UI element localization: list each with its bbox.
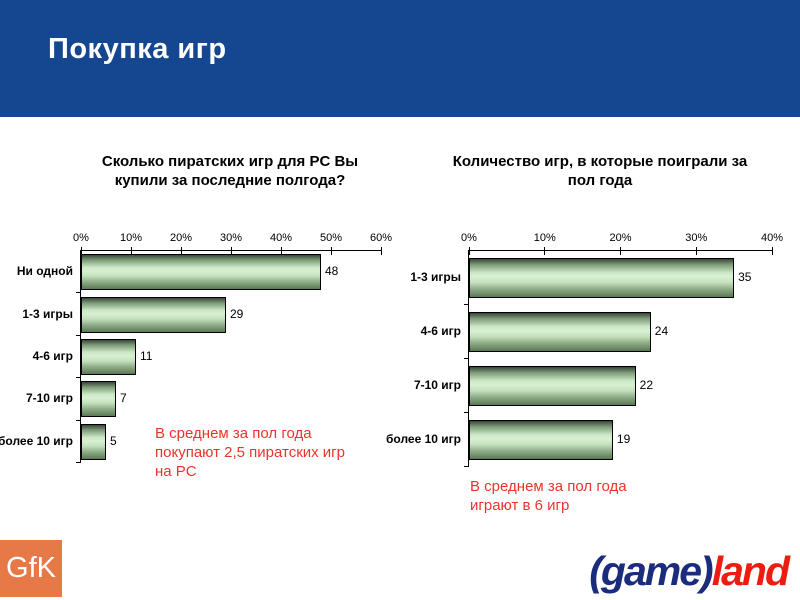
bar (81, 423, 106, 460)
bar (81, 381, 116, 418)
x-axis-tick-label: 0% (461, 232, 477, 244)
gfk-logo-text: GfK (6, 552, 56, 584)
x-axis-tick-mark (380, 247, 382, 255)
y-axis-tick-mark (76, 377, 81, 379)
bar (469, 366, 636, 406)
x-axis-tick-label: 10% (119, 232, 143, 244)
x-axis-tick-label: 50% (319, 232, 343, 244)
value-label: 22 (639, 378, 653, 392)
gameland-land-text: land (711, 548, 790, 594)
gfk-logo: GfK (0, 540, 62, 597)
bar-chart-pirated-games-bought: 0% 10% 20% 30% 40% 50% 60% Ни одной 48 1-3 игры 29… (0, 232, 392, 463)
y-axis-tick-mark (76, 462, 81, 463)
x-axis-tick-label: 20% (169, 232, 193, 244)
x-axis-tick-mark (771, 247, 773, 255)
header-bar: Покупка игр (0, 0, 800, 117)
x-axis-tick-label: 0% (73, 232, 89, 244)
value-label: 24 (654, 324, 669, 338)
y-axis-tick-mark (464, 304, 469, 305)
bar (469, 420, 613, 460)
x-axis-tick-mark (180, 247, 182, 255)
x-axis-tick-mark (80, 247, 82, 255)
gameland-logo: (game)land (589, 548, 790, 595)
category-label: 1-3 игры (410, 270, 461, 284)
x-axis-tick-mark (230, 247, 232, 255)
y-axis-tick-mark (464, 466, 469, 467)
x-axis-tick-mark (468, 247, 470, 255)
bar (81, 254, 321, 291)
category-label: 7-10 игр (25, 391, 73, 406)
annotation-average-bought: В среднем за пол года покупают 2,5 пиратс… (155, 425, 345, 480)
x-axis-tick-label: 60% (369, 232, 393, 244)
x-axis-tick-label: 10% (533, 232, 556, 244)
x-axis-tick-label: 30% (685, 232, 708, 244)
category-label: Ни одной (16, 264, 73, 279)
value-label: 29 (230, 306, 244, 321)
annotation-average-played: В среднем за пол года играют в 6 игр (470, 478, 627, 514)
value-label: 48 (325, 264, 339, 279)
category-label: более 10 игр (0, 433, 73, 448)
y-axis-tick-mark (464, 358, 469, 359)
y-axis-tick-mark (76, 419, 81, 421)
x-axis-tick-label: 20% (609, 232, 632, 244)
x-axis-tick-mark (695, 247, 697, 255)
bar (81, 339, 136, 375)
y-axis-tick-mark (76, 334, 81, 336)
chart-title-left: Сколько пиратских игр для PC Вы купили за… (101, 153, 359, 189)
category-label: 4-6 игр (420, 324, 461, 338)
bar (469, 258, 735, 298)
category-label: 7-10 игр (413, 378, 461, 392)
value-label: 5 (110, 433, 117, 448)
category-label: более 10 игр (386, 432, 461, 446)
value-label: 11 (140, 349, 153, 363)
value-label: 19 (616, 432, 631, 446)
value-label: 35 (738, 270, 752, 284)
category-label: 1-3 игры (22, 306, 73, 321)
x-axis-tick-mark (330, 247, 332, 255)
y-axis-tick-mark (76, 292, 81, 294)
bar-chart-games-played: 0% 10% 20% 30% 40% 1-3 игры 35 4-6 игр 24 7-10 иг… (386, 232, 783, 467)
value-label: 7 (120, 391, 127, 406)
slide-title: Покупка игр (48, 33, 227, 65)
x-axis-tick-mark (620, 247, 621, 255)
x-axis-tick-label: 40% (760, 232, 784, 244)
category-label: 4-6 игр (32, 349, 73, 363)
x-axis-tick-label: 40% (269, 232, 293, 244)
x-axis-tick-label: 30% (219, 232, 243, 244)
x-axis-tick-mark (130, 247, 132, 255)
x-axis-tick-mark (280, 247, 282, 255)
gameland-game-text: (game) (589, 548, 713, 594)
x-axis-tick-mark (544, 247, 546, 255)
y-axis-tick-mark (464, 412, 469, 413)
bar (81, 296, 226, 333)
chart-title-right: Количество игр, в которые поиграли за пол… (452, 153, 748, 189)
bar (469, 312, 651, 352)
